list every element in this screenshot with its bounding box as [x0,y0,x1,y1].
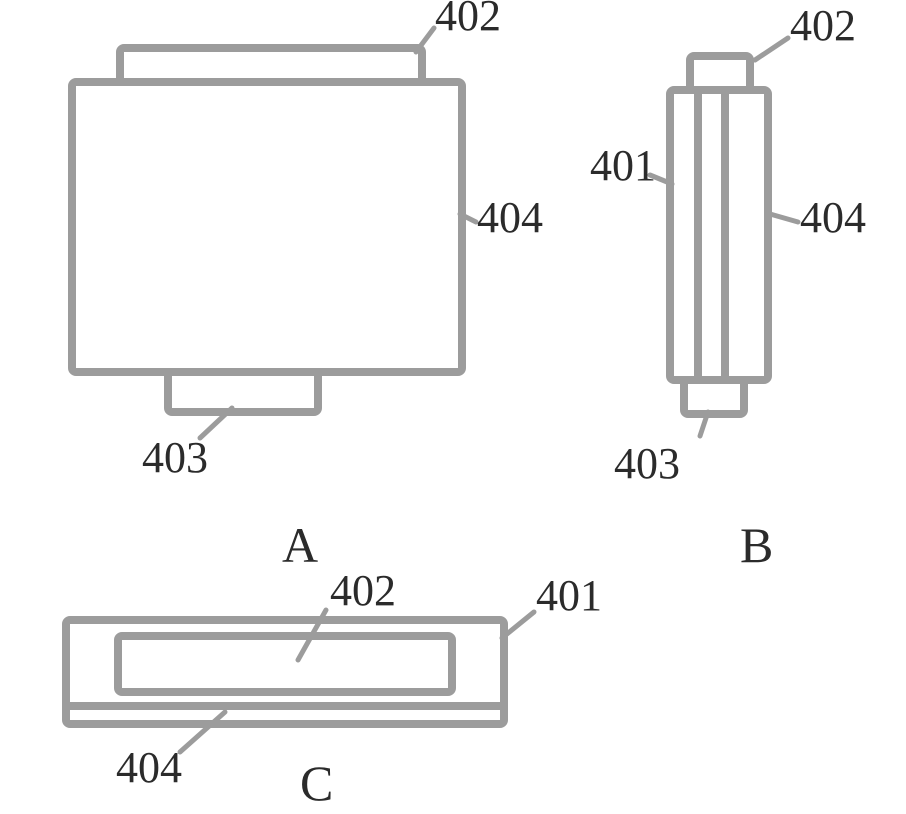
view-b-bottom-tab [684,380,744,414]
view-b-letter: B [740,517,773,573]
view-a-top-tab [120,48,422,82]
view-c-label-402: 402 [330,566,396,615]
view-b-leader-404 [770,214,798,222]
view-a-letter: A [282,517,318,573]
view-b-label-404: 404 [800,193,866,242]
view-a-label-404: 404 [477,193,543,242]
view-b-top-tab [690,56,750,90]
view-c-label-401: 401 [536,571,602,620]
view-c-label-404: 404 [116,743,182,792]
view-a-bottom-tab [168,372,318,412]
view-b-leader-402 [755,38,788,60]
view-a-body [72,82,462,372]
view-b-label-403: 403 [614,439,680,488]
view-b-label-401: 401 [590,141,656,190]
view-c-letter: C [300,755,333,811]
view-b-label-402: 402 [790,1,856,50]
view-a-label-403: 403 [142,433,208,482]
view-a-label-402: 402 [435,0,501,40]
view-c-inner [118,636,452,692]
view-b-body-front [698,90,768,380]
view-c-leader-404 [180,712,225,752]
